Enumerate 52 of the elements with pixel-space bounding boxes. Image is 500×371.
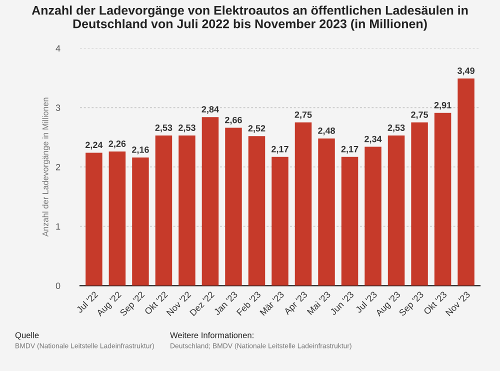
x-tick-label: Mai '23 [306,290,331,316]
x-tick-label: Jul '23 [354,290,378,314]
data-label: 2,16 [132,146,149,154]
data-label: 2,75 [411,111,428,120]
text: Weitere Informationen: [170,332,254,338]
data-label: 2,75 [294,111,312,120]
text: Quelle [15,332,39,340]
data-label: 2,34 [364,136,382,144]
y-tick-label: 0 [56,282,60,290]
bar [272,156,288,286]
x-tick-label: Jul '22 [76,290,98,314]
data-label: 2,53 [155,124,172,132]
data-label: 2,17 [341,146,358,154]
bar [225,128,242,286]
data-label: 2,48 [318,128,336,136]
bar [294,122,312,286]
chart-title: Anzahl der Ladevorgänge von Elektroautos an öffentlichen Ladesäulen in Deutschland von Juli 2022 bis November 2023 (in Millionen) [32,6,468,31]
bar [388,135,405,286]
data-label: 2,53 [388,124,405,132]
bar [411,122,428,286]
bar [318,138,335,286]
x-tick-label: Mär '23 [260,290,284,316]
y-tick-label: 4 [56,45,60,52]
data-label: 3,49 [457,68,474,76]
y-tick-label: 1 [56,223,60,230]
y-tick-label: 2 [56,164,60,170]
bar [434,112,452,286]
bar [458,78,474,286]
data-label: 2,66 [225,116,242,125]
x-tick-label: Nov '23 [445,290,470,316]
x-tick-label: Dez '22 [189,291,215,316]
bar [155,135,172,286]
bar [202,117,219,286]
bar [364,146,382,286]
bar [178,135,196,286]
y-axis-title: Anzahl der Ladevorgänge in Millionen [42,98,50,237]
y-tick-label: 3 [56,104,60,111]
data-label: 2,53 [178,124,196,132]
data-label: 2,24 [85,142,103,150]
bar [86,152,102,286]
x-tick-label: Sep '23 [398,290,426,318]
data-label: 2,26 [108,140,126,148]
data-label: 2,17 [272,146,288,154]
x-tick-label: Jun '23 [330,290,354,316]
bar [341,156,358,286]
x-tick-label: Jan '23 [213,290,238,316]
data-label: 2,91 [434,102,452,110]
bar [108,152,126,286]
data-label: 2,84 [202,106,219,114]
bar [132,157,149,286]
data-label: 2,52 [248,125,266,133]
bar [248,136,266,286]
